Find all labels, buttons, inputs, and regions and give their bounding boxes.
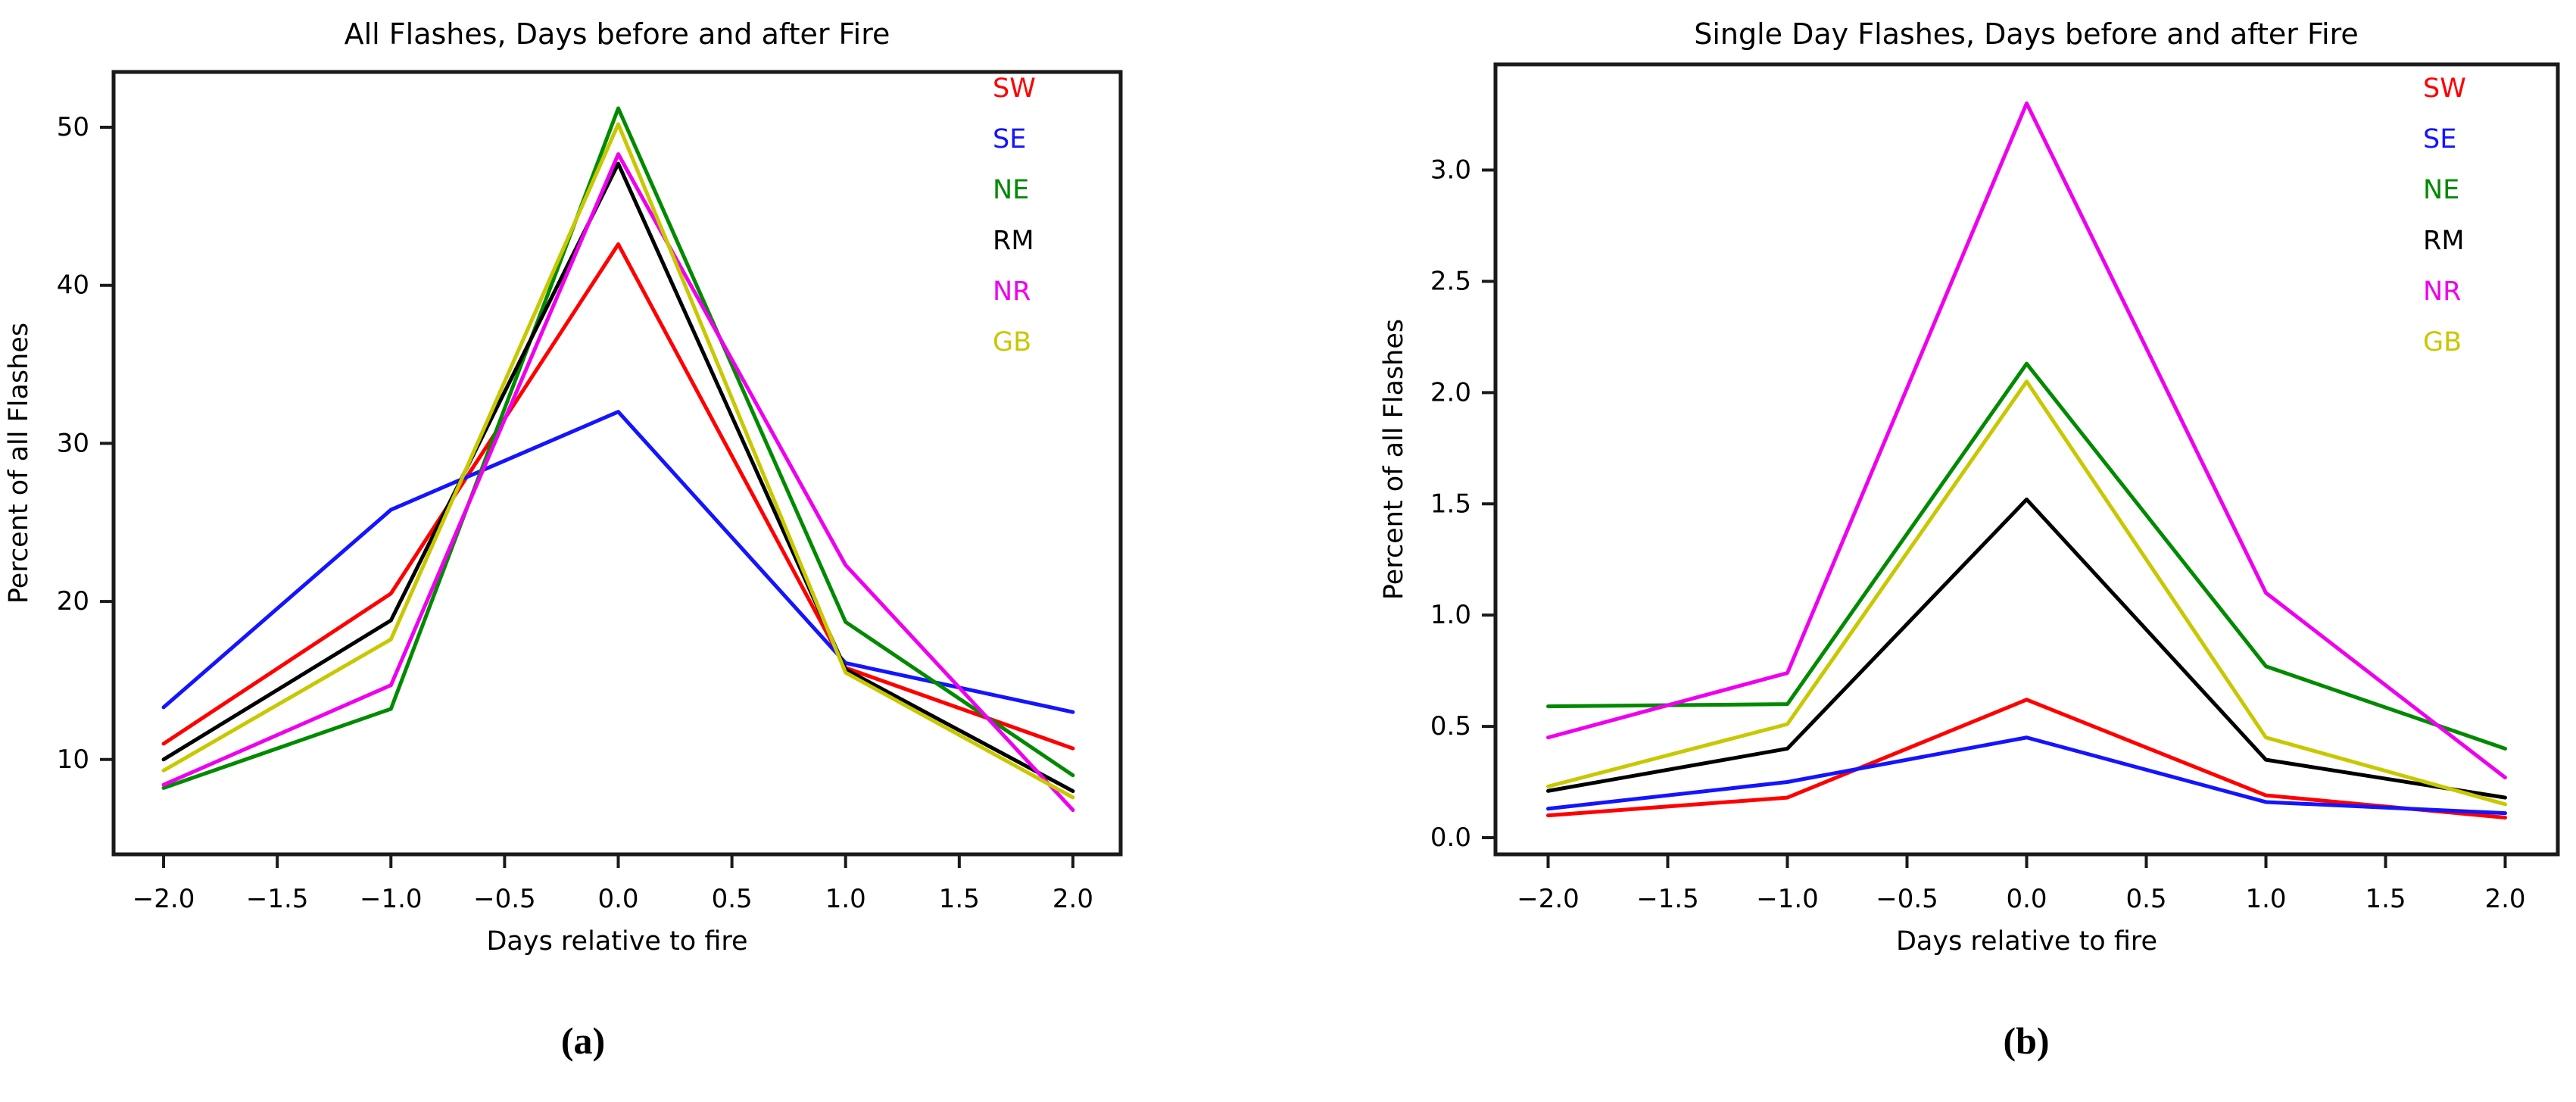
- x-axis-label: Days relative to fire: [1896, 926, 2157, 957]
- series-line-RM: [1546, 497, 2507, 800]
- series-line-SW: [1546, 698, 2507, 820]
- legend-entry-SE: SE: [993, 124, 1026, 155]
- subfigure-caption-a: (a): [560, 1019, 606, 1062]
- legend-entry-SW: SW: [2423, 73, 2466, 104]
- series-line-NE: [1546, 361, 2507, 751]
- x-tick-label: 1.0: [825, 884, 866, 914]
- chart-all-flashes: −2.0 −1.5 −1.0 −0.5 0.0 0.5 1.0 1.5 2.0 10 20 30 40 5…: [4, 17, 1123, 957]
- x-tick-label: 1.5: [2365, 884, 2406, 914]
- x-axis-label: Days relative to fire: [486, 926, 747, 957]
- legend: SW SE NE RM NR GB: [2423, 73, 2466, 357]
- series-line-NE: [161, 106, 1075, 790]
- series-line-GB: [1546, 379, 2507, 807]
- y-tick-label: 1.0: [1430, 600, 1471, 630]
- y-tick-label: 10: [57, 745, 89, 775]
- y-axis-ticks: 0.0 0.5 1.0 1.5 2.0 2.5 3.0: [1430, 155, 1495, 853]
- x-tick-label: −0.5: [473, 884, 536, 914]
- x-tick-label: 0.0: [597, 884, 638, 914]
- y-axis-label: Percent of all Flashes: [4, 323, 34, 604]
- legend: SW SE NE RM NR GB: [993, 73, 1036, 357]
- y-tick-label: 0.0: [1430, 823, 1471, 853]
- y-tick-label: 3.0: [1430, 155, 1471, 186]
- y-tick-label: 30: [57, 428, 89, 458]
- legend-entry-SE: SE: [2423, 124, 2456, 155]
- y-tick-label: 50: [57, 112, 89, 142]
- y-axis-ticks: 10 20 30 40 50: [57, 112, 114, 775]
- legend-entry-GB: GB: [2423, 327, 2462, 357]
- series-line-GB: [161, 122, 1075, 800]
- x-tick-label: 1.0: [2245, 884, 2286, 914]
- x-tick-label: 2.0: [2484, 884, 2525, 914]
- y-tick-label: 2.0: [1430, 377, 1471, 407]
- y-tick-label: 20: [57, 586, 89, 617]
- legend-entry-GB: GB: [993, 327, 1031, 357]
- y-tick-label: 0.5: [1430, 711, 1471, 741]
- x-tick-label: −1.0: [1756, 884, 1819, 914]
- x-axis-ticks: −2.0 −1.5 −1.0 −0.5 0.0 0.5 1.0 1.5 2.0: [133, 854, 1093, 914]
- series-line-SE: [1546, 735, 2507, 816]
- chart-title: All Flashes, Days before and after Fire: [345, 17, 890, 51]
- series-line-SE: [161, 410, 1075, 714]
- legend-entry-NE: NE: [2423, 175, 2459, 205]
- x-axis-ticks: −2.0 −1.5 −1.0 −0.5 0.0 0.5 1.0 1.5 2.0: [1517, 854, 2526, 914]
- x-tick-label: −1.5: [1636, 884, 1699, 914]
- y-axis-label: Percent of all Flashes: [1379, 319, 1409, 600]
- subfigure-caption-b: (b): [2003, 1019, 2050, 1062]
- x-tick-label: −1.0: [360, 884, 423, 914]
- y-tick-label: 40: [57, 270, 89, 301]
- chart-single-day-flashes: −2.0 −1.5 −1.0 −0.5 0.0 0.5 1.0 1.5 2.0 0.0 0.5 1.0…: [1379, 17, 2560, 957]
- x-tick-label: −2.0: [133, 884, 195, 914]
- series-line-SW: [161, 242, 1075, 751]
- series-line-NR: [1546, 101, 2507, 780]
- legend-entry-NE: NE: [993, 175, 1029, 205]
- y-tick-label: 1.5: [1430, 489, 1471, 519]
- x-tick-label: −1.5: [246, 884, 309, 914]
- y-tick-label: 2.5: [1430, 266, 1471, 296]
- chart-title: Single Day Flashes, Days before and afte…: [1694, 17, 2359, 51]
- x-tick-label: −0.5: [1876, 884, 1938, 914]
- legend-entry-RM: RM: [2423, 226, 2465, 256]
- legend-entry-RM: RM: [993, 226, 1034, 256]
- x-tick-label: 1.5: [939, 884, 980, 914]
- legend-entry-SW: SW: [993, 73, 1036, 104]
- x-tick-label: 0.0: [2006, 884, 2047, 914]
- x-tick-label: −2.0: [1517, 884, 1580, 914]
- x-tick-label: 0.5: [712, 884, 753, 914]
- series-line-RM: [161, 161, 1075, 794]
- series-line-NR: [161, 152, 1075, 813]
- x-tick-label: 0.5: [2125, 884, 2166, 914]
- legend-entry-NR: NR: [993, 276, 1031, 307]
- legend-entry-NR: NR: [2423, 276, 2462, 307]
- x-tick-label: 2.0: [1053, 884, 1093, 914]
